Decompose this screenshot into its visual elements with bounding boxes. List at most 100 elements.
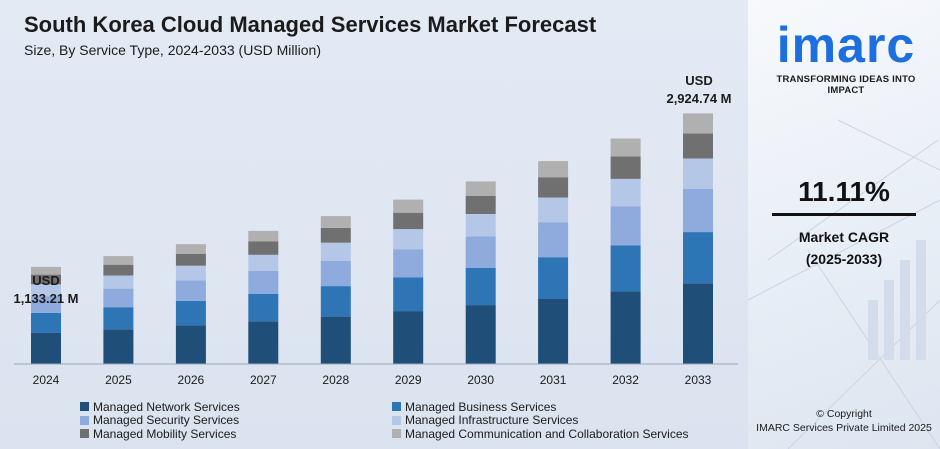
chart-title: South Korea Cloud Managed Services Marke… — [24, 12, 597, 37]
legend-label: Managed Mobility Services — [93, 426, 237, 441]
logo-tagline: TRANSFORMING IDEAS INTO IMPACT — [776, 74, 916, 96]
bar-segment-2025-s1 — [103, 307, 134, 330]
bar-segment-2026-s0 — [175, 325, 206, 364]
x-tick-label-2028: 2028 — [322, 373, 349, 387]
x-tick-label-2033: 2033 — [685, 373, 712, 387]
copyright-notice: © Copyright IMARC Services Private Limit… — [748, 407, 940, 435]
bar-segment-2031-s5 — [538, 161, 569, 178]
first-bar-annotation: USD 1,133.21 M — [4, 272, 88, 308]
copyright-line-1: © Copyright — [816, 408, 872, 420]
bar-segment-2031-s4 — [538, 177, 569, 198]
last-bar-unit: USD — [685, 73, 713, 88]
bar-segment-2032-s4 — [610, 156, 641, 179]
bar-segment-2029-s5 — [393, 199, 424, 213]
brand-panel: imarc TRANSFORMING IDEAS INTO IMPACT 11.… — [748, 0, 940, 449]
x-tick-label-2031: 2031 — [540, 373, 567, 387]
legend-item-4: Managed Mobility Services — [80, 427, 392, 441]
bar-segment-2028-s5 — [320, 216, 351, 228]
bar-segment-2024-s0 — [31, 332, 61, 364]
bar-segment-2031-s2 — [538, 222, 569, 258]
x-tick-label-2024: 2024 — [33, 373, 60, 387]
bar-segment-2026-s3 — [175, 265, 206, 281]
bar-segment-2029-s0 — [393, 311, 424, 364]
bar-segment-2026-s1 — [175, 300, 206, 326]
legend-item-1: Managed Business Services — [392, 400, 732, 414]
bar-segment-2028-s0 — [320, 316, 351, 364]
bar-segment-2026-s2 — [175, 280, 206, 301]
legend-item-0: Managed Network Services — [80, 400, 392, 414]
bar-segment-2027-s2 — [248, 271, 279, 294]
bar-segment-2025-s3 — [103, 275, 134, 289]
bar-segment-2032-s1 — [610, 245, 641, 292]
chart-subtitle: Size, By Service Type, 2024-2033 (USD Mi… — [24, 42, 321, 58]
x-tick-label-2025: 2025 — [105, 373, 132, 387]
bar-segment-2031-s3 — [538, 197, 569, 223]
bar-segment-2033-s3 — [683, 158, 713, 189]
legend-label: Managed Business Services — [405, 399, 557, 414]
bar-segment-2032-s2 — [610, 206, 641, 246]
chart-panel: South Korea Cloud Managed Services Marke… — [0, 0, 748, 449]
bar-segment-2033-s4 — [683, 133, 713, 159]
bar-segment-2027-s0 — [248, 321, 279, 364]
bar-segment-2024-s3 — [31, 284, 61, 297]
bar-segment-2026-s4 — [175, 253, 206, 266]
legend-swatch — [392, 429, 401, 439]
x-tick-label-2026: 2026 — [178, 373, 205, 387]
bar-segment-2032-s0 — [610, 291, 641, 364]
bar-segment-2028-s2 — [320, 260, 351, 287]
bar-segment-2027-s3 — [248, 254, 279, 271]
x-tick-label-2030: 2030 — [467, 373, 494, 387]
cagr-label: Market CAGR — [798, 229, 890, 245]
bar-segment-2024-s4 — [31, 274, 61, 285]
x-tick-label-2032: 2032 — [612, 373, 639, 387]
legend-swatch — [392, 402, 401, 412]
legend-label: Managed Security Services — [93, 413, 240, 428]
cagr-divider — [772, 213, 916, 216]
legend-item-2: Managed Security Services — [80, 413, 392, 428]
bar-segment-2033-s0 — [683, 283, 713, 364]
bar-segment-2031-s1 — [538, 257, 569, 299]
legend-label: Managed Infrastructure Services — [405, 413, 579, 428]
chart-legend: Managed Network Services Managed Business… — [80, 400, 740, 441]
bar-segment-2025-s5 — [103, 256, 134, 265]
bar-segment-2029-s4 — [393, 212, 424, 230]
legend-label: Managed Network Services — [93, 399, 240, 414]
bar-segment-2024-s5 — [31, 266, 61, 275]
bar-segment-2030-s5 — [465, 181, 496, 196]
bar-segment-2028-s3 — [320, 242, 351, 261]
bar-segment-2029-s2 — [393, 249, 424, 278]
bar-segment-2024-s2 — [31, 296, 61, 313]
logo-wordmark: imarc — [776, 17, 916, 73]
legend-item-5: Managed Communication and Collaboration … — [392, 427, 732, 441]
bar-segment-2033-s5 — [683, 113, 713, 134]
bar-segment-2033-s2 — [683, 189, 713, 233]
cagr-label-block: Market CAGR (2025-2033) — [748, 226, 940, 270]
bar-segment-2027-s1 — [248, 293, 279, 322]
first-bar-unit: USD — [32, 273, 60, 288]
bar-segment-2030-s4 — [465, 195, 496, 214]
bar-segment-2026-s5 — [175, 244, 206, 254]
bar-segment-2028-s4 — [320, 227, 351, 243]
legend-swatch — [80, 415, 89, 425]
bar-segment-2030-s3 — [465, 214, 496, 237]
bar-segment-2030-s1 — [465, 267, 496, 306]
bar-segment-2030-s2 — [465, 236, 496, 268]
x-tick-label-2027: 2027 — [250, 373, 277, 387]
first-bar-value: 1,133.21 M — [13, 291, 79, 306]
bar-segment-2032-s5 — [610, 138, 641, 157]
bar-segment-2032-s3 — [610, 179, 641, 207]
bar-segment-2025-s0 — [103, 329, 134, 364]
bar-segment-2033-s1 — [683, 232, 713, 284]
bar-segment-2025-s4 — [103, 264, 134, 276]
x-tick-label-2029: 2029 — [395, 373, 422, 387]
bar-segment-2030-s0 — [465, 305, 496, 364]
stacked-bar-chart: 2024 2025 2026 2027 2028 2029 2030 2031 2032 2033 — [14, 113, 738, 387]
cagr-period: (2025-2033) — [805, 251, 883, 267]
bar-segment-2031-s0 — [538, 298, 569, 364]
bar-segment-2029-s1 — [393, 277, 424, 312]
legend-item-3: Managed Infrastructure Services — [392, 413, 732, 428]
legend-swatch — [392, 415, 401, 425]
bar-segment-2024-s1 — [31, 312, 61, 333]
background-decoration — [748, 119, 940, 449]
cagr-value: 11.11% — [798, 176, 890, 207]
